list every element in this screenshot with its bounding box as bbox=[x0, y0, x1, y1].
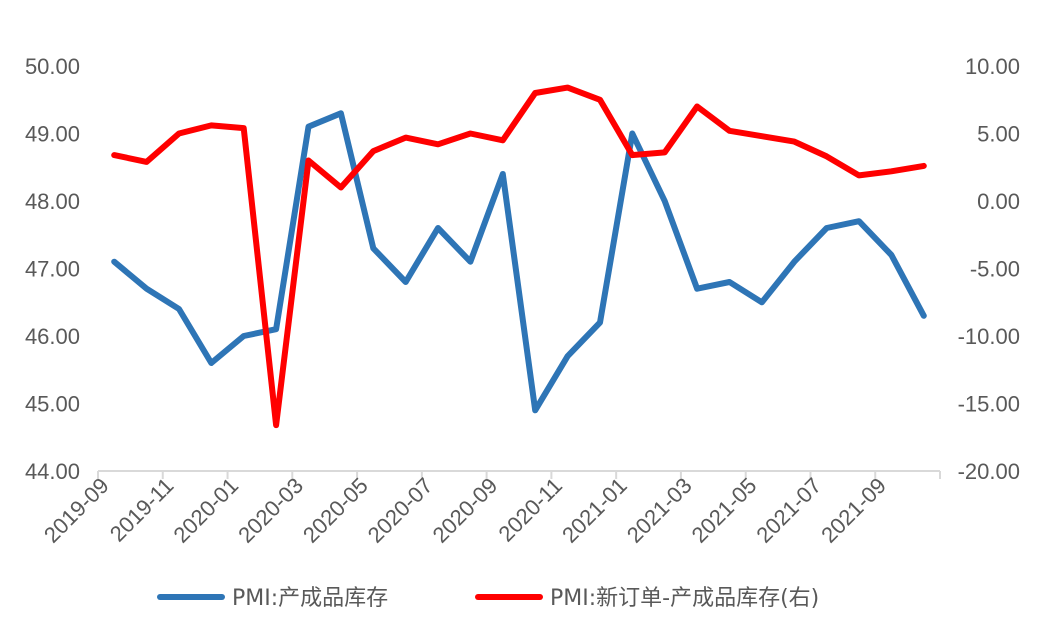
x-tick-label: 2021-03 bbox=[622, 473, 697, 548]
right-tick-label: -20.00 bbox=[958, 459, 1020, 484]
x-tick-label: 2020-11 bbox=[493, 473, 567, 547]
right-tick-label: 0.00 bbox=[977, 189, 1020, 214]
legend-label-2: PMI:新订单-产成品库存(右) bbox=[550, 586, 819, 611]
left-tick-label: 45.00 bbox=[25, 392, 80, 417]
left-tick-label: 46.00 bbox=[25, 324, 80, 349]
x-tick-label: 2020-09 bbox=[428, 473, 503, 548]
x-axis: 2019-092019-112020-012020-032020-052020-… bbox=[39, 471, 941, 548]
right-tick-label: 5.00 bbox=[977, 122, 1020, 147]
x-tick-label: 2020-05 bbox=[298, 473, 373, 548]
x-tick-label: 2021-01 bbox=[557, 473, 632, 548]
left-tick-label: 47.00 bbox=[25, 257, 80, 282]
x-tick-label: 2019-11 bbox=[105, 473, 179, 547]
left-tick-label: 50.00 bbox=[25, 54, 80, 79]
right-tick-label: -10.00 bbox=[958, 324, 1020, 349]
series-line-2 bbox=[111, 84, 927, 429]
legend-label-1: PMI:产成品库存 bbox=[232, 586, 388, 611]
x-tick-label: 2021-05 bbox=[687, 473, 762, 548]
legend: PMI:产成品库存 PMI:新订单-产成品库存(右) bbox=[157, 586, 819, 611]
left-tick-label: 44.00 bbox=[25, 459, 80, 484]
x-tick-label: 2020-03 bbox=[233, 473, 308, 548]
plot-area bbox=[111, 84, 927, 429]
x-tick-label: 2020-01 bbox=[168, 473, 243, 548]
series-line-1 bbox=[111, 110, 927, 414]
x-tick-label: 2021-09 bbox=[816, 473, 891, 548]
left-axis: 44.00 45.00 46.00 47.00 48.00 49.00 50.00 bbox=[25, 54, 80, 484]
right-axis: -20.00 -15.00 -10.00 -5.00 0.00 5.00 10.00 bbox=[958, 54, 1020, 484]
left-tick-label: 49.00 bbox=[25, 122, 80, 147]
x-tick-label: 2019-09 bbox=[39, 473, 114, 548]
right-tick-label: 10.00 bbox=[965, 54, 1020, 79]
right-tick-label: -5.00 bbox=[970, 257, 1020, 282]
x-tick-label: 2021-07 bbox=[751, 473, 826, 548]
x-tick-label: 2020-07 bbox=[363, 473, 438, 548]
right-tick-label: -15.00 bbox=[958, 392, 1020, 417]
left-tick-label: 48.00 bbox=[25, 189, 80, 214]
